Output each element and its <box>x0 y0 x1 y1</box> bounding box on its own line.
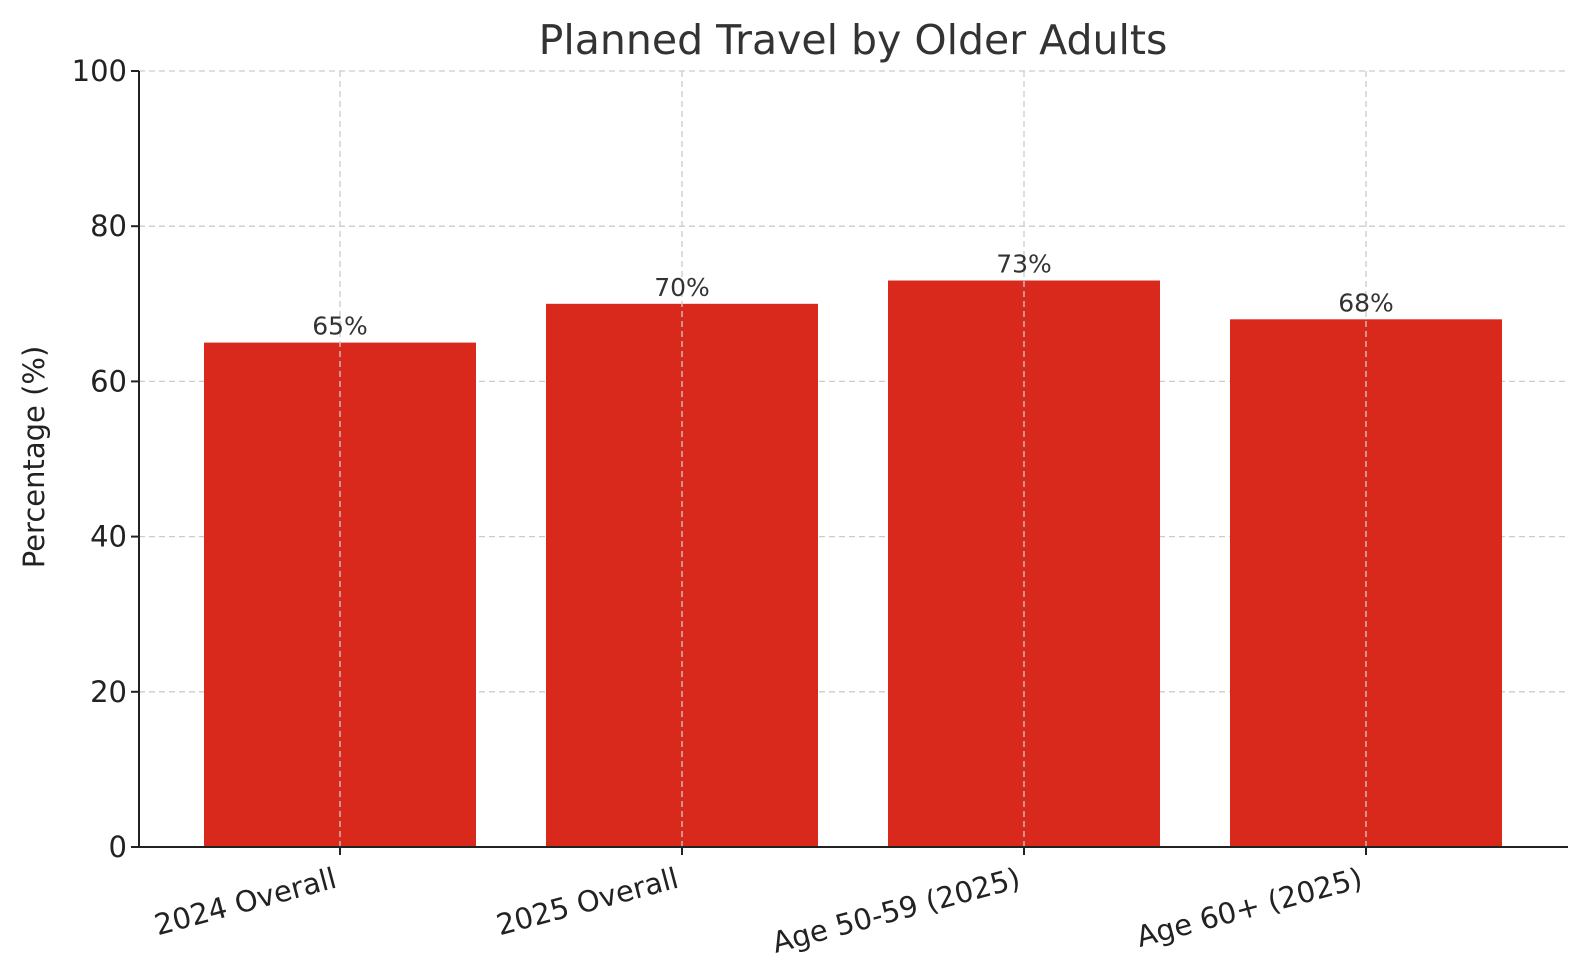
x-tick-label: 2025 Overall <box>493 861 682 942</box>
x-tick-label: Age 50-59 (2025) <box>768 861 1023 960</box>
bar-value-label: 68% <box>1338 288 1394 317</box>
vertical-grid <box>339 71 1367 847</box>
bars <box>204 280 1502 847</box>
y-tick-label: 60 <box>90 364 127 398</box>
bar-value-label: 65% <box>312 312 368 341</box>
y-tick-label: 20 <box>90 675 127 709</box>
y-axis-label: Percentage (%) <box>17 346 51 569</box>
chart-title: Planned Travel by Older Adults <box>539 16 1168 64</box>
y-tick-label: 80 <box>90 209 127 243</box>
y-tick-label: 100 <box>72 54 127 88</box>
y-tick-label: 0 <box>109 830 127 864</box>
x-tick-label: 2024 Overall <box>151 861 340 942</box>
x-tick-label: Age 60+ (2025) <box>1133 861 1366 954</box>
y-tick-label: 40 <box>90 520 127 554</box>
bar-value-label: 70% <box>654 273 710 302</box>
bar-value-label: 73% <box>996 250 1052 279</box>
axes <box>131 70 1568 855</box>
